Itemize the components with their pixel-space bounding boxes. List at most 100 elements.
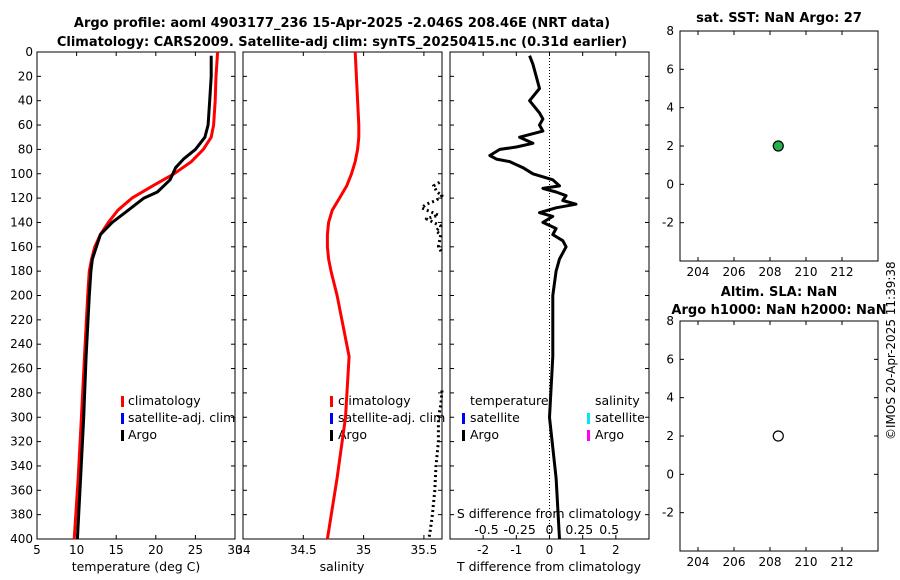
sdiff-axis-label: S difference from climatology [457, 506, 642, 521]
sdiff-tick-label: 0.25 [565, 522, 593, 537]
sla-xtick-label: 212 [831, 555, 854, 569]
legend-swatch-climatology [121, 396, 124, 407]
depth-tick-label: 200 [10, 289, 33, 303]
sst-xtick-label: 206 [723, 265, 746, 279]
legend-argo: Argo [338, 427, 367, 442]
figure-title-line2: Climatology: CARS2009. Satellite-adj cli… [57, 35, 627, 50]
temperature-xlabel: temperature (deg C) [72, 559, 201, 574]
sst-xtick-label: 204 [687, 265, 710, 279]
sla-ytick-label: 8 [666, 314, 674, 328]
legend-swatch-satellite-s [587, 413, 590, 424]
sdiff-tick-label: -0.25 [503, 522, 535, 537]
tdiff-xtick-label: 0 [546, 543, 554, 557]
legend-satellite: satellite-adj. clim [128, 410, 235, 425]
sla-point [772, 430, 784, 442]
sla-ytick-label: 4 [666, 391, 674, 405]
legend-swatch-argo-t [462, 430, 465, 441]
depth-tick-label: 60 [18, 118, 33, 132]
tdiff-xtick-label: 2 [612, 543, 620, 557]
sla-ytick-label: -2 [662, 506, 674, 520]
sal-xtick-label: 34.5 [290, 543, 317, 557]
temperature-axes [36, 51, 236, 540]
sal-xtick-label: 34 [235, 543, 250, 557]
legend-salinity: salinity [595, 393, 640, 408]
depth-tick-label: 40 [18, 94, 33, 108]
sla-xtick-label: 204 [687, 555, 710, 569]
legend-temperature: temperature [470, 393, 549, 408]
sla-xtick-label: 208 [759, 555, 782, 569]
depth-tick-label: 80 [18, 142, 33, 156]
sal-xtick-label: 35 [356, 543, 371, 557]
sst-xtick-label: 208 [759, 265, 782, 279]
legend-swatch-argo [121, 430, 124, 441]
depth-tick-label: 400 [10, 532, 33, 546]
sal-series-argo_deep [427, 390, 444, 540]
sst-ytick-label: 8 [666, 24, 674, 38]
legend-swatch-satellite-t [462, 413, 465, 424]
sst-ytick-label: 4 [666, 101, 674, 115]
legend-satellite: satellite-adj. clim [338, 410, 445, 425]
depth-tick-label: 0 [25, 45, 33, 59]
temp-series-argo [75, 55, 213, 540]
depth-tick-label: 320 [10, 435, 33, 449]
tdiff-xlabel: T difference from climatology [456, 559, 642, 574]
depth-tick-label: 380 [10, 508, 33, 522]
temp-xtick-label: 5 [33, 543, 41, 557]
legend-argo: Argo [128, 427, 157, 442]
legend-swatch-climatology [330, 396, 333, 407]
sst-ytick-label: -2 [662, 216, 674, 230]
temp-xtick-label: 25 [188, 543, 203, 557]
sla-ytick-label: 2 [666, 429, 674, 443]
depth-tick-label: 120 [10, 191, 33, 205]
legend-swatch-argo-s [587, 430, 590, 441]
sdiff-tick-label: 0.5 [599, 522, 619, 537]
sst-ytick-label: 6 [666, 62, 674, 76]
sla-xtick-label: 210 [795, 555, 818, 569]
sla-title-line1: Altim. SLA: NaN [721, 285, 837, 300]
legend-argo-t: Argo [470, 427, 499, 442]
legend-satellite-t: satellite [470, 410, 520, 425]
depth-tick-label: 360 [10, 483, 33, 497]
salinity-axes [242, 51, 443, 540]
sla-ytick-label: 0 [666, 467, 674, 481]
sdiff-tick-label: -0.5 [474, 522, 498, 537]
legend-argo-s: Argo [595, 427, 624, 442]
depth-tick-label: 180 [10, 264, 33, 278]
depth-tick-label: 220 [10, 313, 33, 327]
tdiff-xtick-label: -1 [510, 543, 522, 557]
depth-tick-label: 240 [10, 337, 33, 351]
sst-xtick-label: 212 [831, 265, 854, 279]
temp-series-climatology [72, 51, 220, 540]
sla-ytick-label: 6 [666, 352, 674, 366]
sst-ytick-label: 0 [666, 177, 674, 191]
sst-point [772, 140, 784, 152]
salinity-legend: climatology satellite-adj. clim Argo [330, 393, 445, 442]
temp-xtick-label: 15 [109, 543, 124, 557]
depth-tick-label: 280 [10, 386, 33, 400]
sla-title-line2: Argo h1000: NaN h2000: NaN [671, 303, 886, 318]
salinity-xlabel: salinity [320, 559, 365, 574]
legend-climatology: climatology [128, 393, 201, 408]
tdiff-series-temperature [488, 55, 578, 540]
legend-swatch-satellite [330, 413, 333, 424]
sal-xtick-label: 35.5 [411, 543, 438, 557]
legend-satellite-s: satellite [595, 410, 645, 425]
legend-climatology: climatology [338, 393, 411, 408]
figure-title-line1: Argo profile: aoml 4903177_236 15-Apr-20… [74, 16, 610, 31]
sst-ytick-label: 2 [666, 139, 674, 153]
sla-xtick-label: 206 [723, 555, 746, 569]
tdiff-xtick-label: 1 [579, 543, 587, 557]
depth-tick-label: 100 [10, 167, 33, 181]
tdiff-legend: temperature satellite Argo salinity sate… [462, 393, 645, 442]
legend-swatch-argo [330, 430, 333, 441]
temp-xtick-label: 30 [227, 543, 242, 557]
depth-tick-label: 260 [10, 362, 33, 376]
depth-tick-label: 20 [18, 69, 33, 83]
depth-tick-label: 300 [10, 410, 33, 424]
depth-tick-label: 340 [10, 459, 33, 473]
temp-xtick-label: 20 [148, 543, 163, 557]
sst-title: sat. SST: NaN Argo: 27 [696, 11, 862, 26]
sal-series-climatology [325, 51, 361, 540]
sal-series-argo [420, 181, 444, 254]
